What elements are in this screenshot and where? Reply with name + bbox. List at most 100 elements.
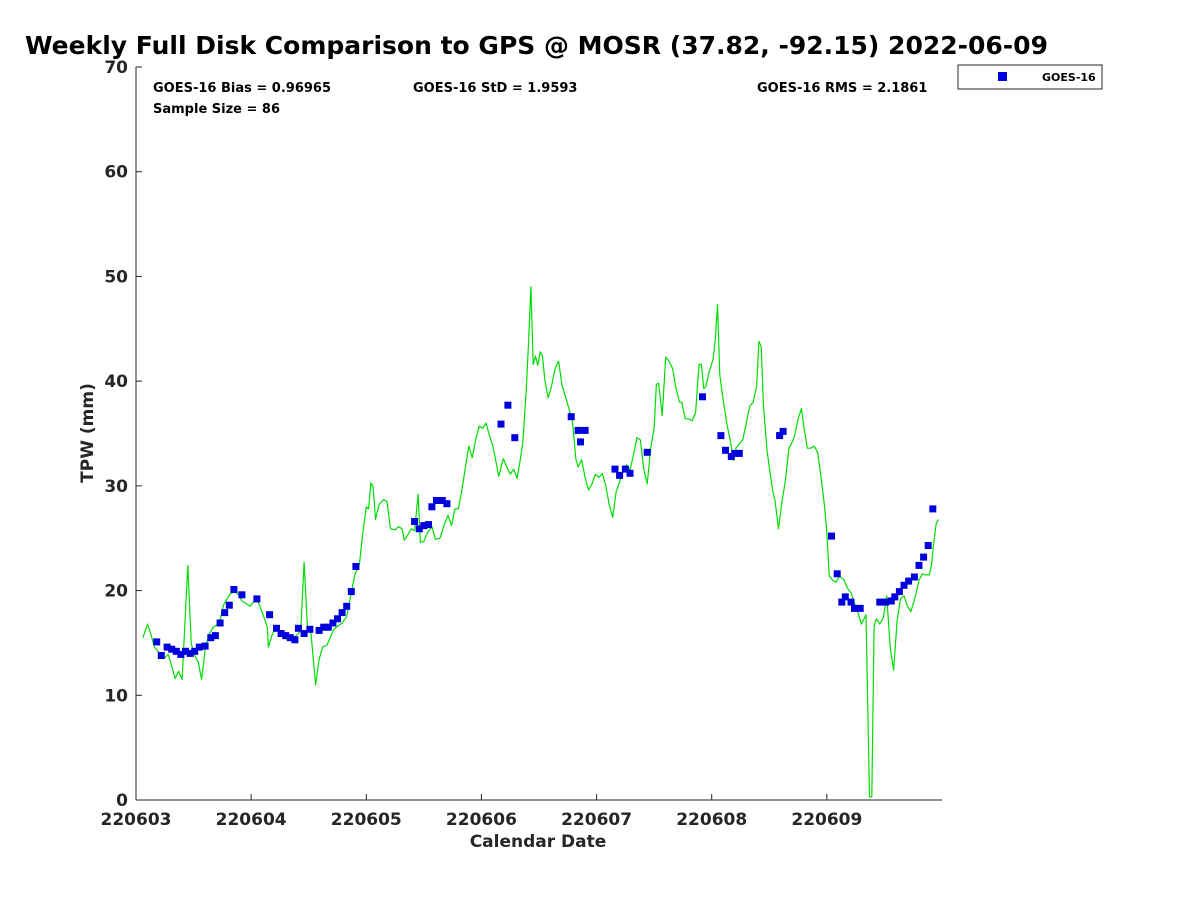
y-tick-label: 70 (104, 58, 128, 78)
goes-16-point (230, 586, 238, 593)
goes-16-point (915, 561, 923, 569)
goes-16-point (347, 588, 355, 596)
y-tick-label: 10 (104, 686, 128, 706)
goes-16-point (211, 632, 219, 640)
goes-16-point (626, 469, 634, 477)
goes-16-point (352, 563, 360, 570)
goes-16-point (238, 591, 246, 599)
goes-16-point (182, 647, 189, 655)
goes-16-point (905, 577, 913, 585)
goes-16-point (253, 595, 261, 603)
goes-16-point (616, 471, 624, 479)
goes-16-point (168, 645, 176, 653)
goes-16-point (163, 643, 171, 651)
goes-16-point (497, 420, 505, 428)
goes-16-point (195, 643, 203, 651)
goes-16-point (428, 503, 436, 511)
goes-16-point (443, 500, 451, 508)
goes-16-point (841, 593, 849, 601)
goes-16-point (717, 432, 725, 440)
goes-16-point (221, 609, 229, 617)
x-tick-label: 220607 (561, 810, 632, 830)
x-tick-label: 220603 (101, 810, 172, 830)
goes-16-point (910, 573, 918, 581)
goes-16-point (438, 497, 446, 504)
x-tick-label: 220609 (791, 810, 862, 830)
goes-16-point (887, 597, 895, 605)
goes-16-point (895, 588, 903, 596)
goes-16-point (838, 598, 846, 606)
goes-16-point (828, 532, 835, 540)
goes-16-point (833, 570, 841, 578)
goes-16-point (504, 401, 512, 409)
goes-16-point (172, 647, 180, 655)
goes-16-point (300, 630, 308, 637)
goes-16-point (207, 634, 215, 642)
goes-16-point (415, 525, 423, 533)
goes-16-point (433, 497, 440, 504)
goes-16-point (735, 449, 743, 457)
goes-16-point (186, 649, 194, 657)
goes-16-point (924, 542, 932, 549)
goes-16-point (731, 449, 739, 457)
goes-16-point (425, 521, 432, 529)
goes-16-point (329, 619, 337, 627)
y-tick-label: 50 (104, 267, 128, 287)
x-tick-label: 220605 (331, 810, 402, 830)
y-tick-label: 0 (116, 791, 128, 811)
x-axis-label: Calendar Date (470, 832, 607, 852)
goes-16-point (776, 432, 784, 440)
y-tick-label: 20 (104, 582, 128, 602)
goes-16-point (699, 393, 706, 401)
stat-sample-size: Sample Size = 86 (153, 102, 280, 117)
goes-16-point (643, 448, 651, 456)
x-tick-label: 220608 (676, 810, 747, 830)
goes-16-point (201, 642, 209, 650)
goes-16-point (891, 593, 899, 601)
chart-title: Weekly Full Disk Comparison to GPS @ MOS… (25, 31, 1048, 60)
goes-16-point (291, 636, 299, 644)
goes-16-point (334, 615, 341, 623)
goes-16-point (273, 624, 280, 632)
goes-16-point (779, 427, 787, 435)
goes-16-point (511, 434, 519, 442)
goes-16-point (851, 604, 858, 612)
legend: GOES-16 (957, 64, 1103, 90)
goes-16-point (882, 598, 890, 606)
goes-16-point (847, 598, 855, 606)
goes-16-point (920, 553, 928, 561)
goes-16-point (611, 465, 619, 473)
goes-16-point (306, 625, 314, 633)
goes-16-point (157, 652, 165, 659)
goes-16-series (153, 393, 937, 659)
goes-16-point (876, 598, 884, 606)
goes-16-point (929, 505, 937, 513)
y-tick-label: 30 (104, 477, 128, 497)
goes-16-point (567, 413, 575, 421)
x-ticks: 220603 220604 220605 220606 220607 220608 2206… (101, 794, 862, 830)
goes-16-point (343, 602, 351, 610)
goes-16-point (581, 426, 589, 434)
goes-16-point (320, 623, 328, 631)
legend-box (957, 64, 1103, 90)
goes-16-point (621, 465, 629, 473)
goes-16-point (153, 638, 161, 646)
x-tick-label: 220604 (216, 810, 287, 830)
goes-16-point (286, 634, 294, 642)
goes-16-point (574, 426, 582, 434)
goes-16-point (294, 624, 302, 632)
y-ticks: 0 10 20 30 40 50 60 70 (104, 58, 142, 811)
stat-std: GOES-16 StD = 1.9593 (413, 81, 577, 96)
goes-16-point (282, 632, 290, 640)
legend-marker-goes-16 (998, 72, 1007, 81)
stat-rms: GOES-16 RMS = 2.1861 (757, 81, 927, 96)
goes-16-point (277, 630, 285, 637)
x-tick-label: 220606 (446, 810, 517, 830)
goes-16-point (177, 650, 185, 658)
goes-16-point (225, 601, 233, 609)
goes-16-point (216, 619, 224, 627)
y-tick-label: 60 (104, 163, 128, 183)
goes-16-point (420, 522, 428, 530)
